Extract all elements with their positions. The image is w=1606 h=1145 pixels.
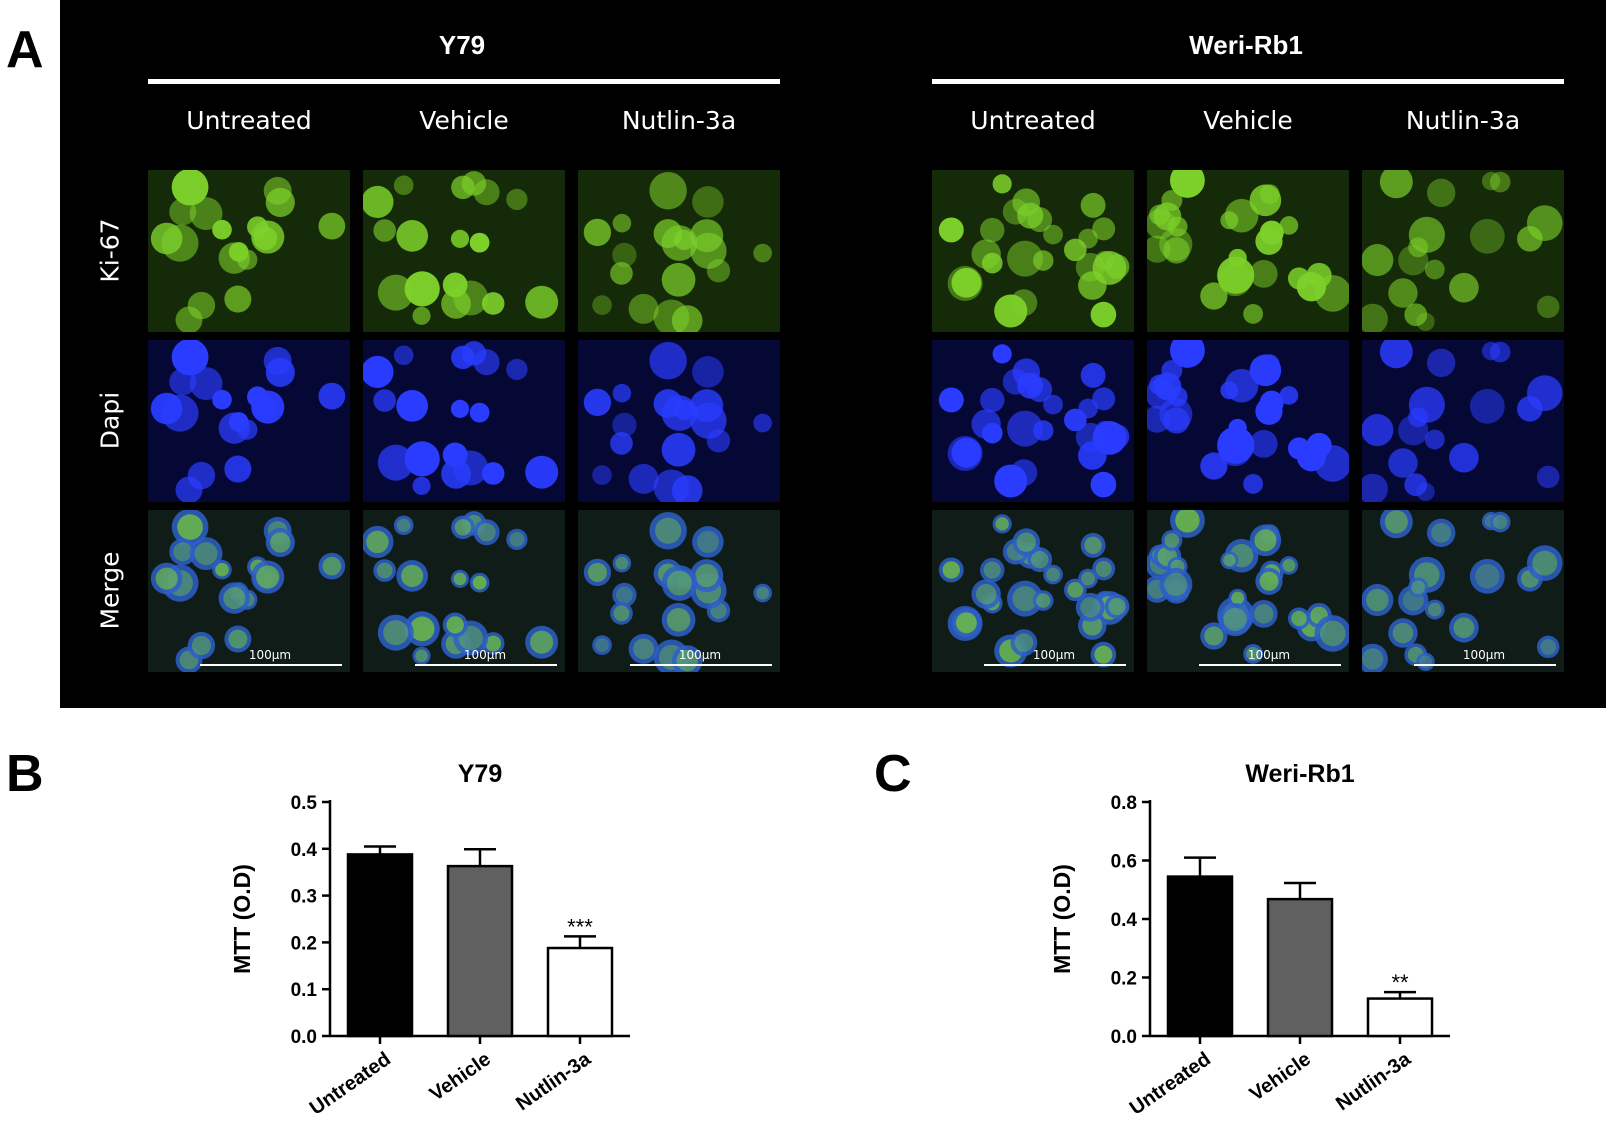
row-label-ki-67: Ki-67 <box>95 218 125 283</box>
column-header: Nutlin-3a <box>621 106 737 135</box>
panel-c-letter: C <box>874 745 912 803</box>
significance-label: ** <box>1391 970 1409 995</box>
y-tick-label: 0.8 <box>1111 793 1137 814</box>
y-axis-label: MTT (O.D) <box>1049 864 1075 974</box>
bar <box>1166 875 1234 1038</box>
y-axis-label: MTT (O.D) <box>229 864 255 974</box>
y-tick-label: 0.5 <box>291 793 318 814</box>
scale-bar-label: 100µm <box>1462 648 1506 662</box>
y-tick-label: 0.0 <box>1111 1027 1137 1048</box>
y-tick-label: 0.2 <box>1111 969 1137 990</box>
group-divider-line <box>148 79 780 84</box>
column-header: Vehicle <box>1203 106 1293 135</box>
micrograph-ki-67 <box>578 170 780 332</box>
micrograph-merge <box>148 510 350 672</box>
x-category-label: Untreated <box>1126 1048 1215 1120</box>
micrograph-ki-67 <box>1147 170 1349 332</box>
scale-bar-label: 100µm <box>678 648 722 662</box>
group-divider-line <box>932 79 1564 84</box>
scale-bar-label: 100µm <box>1247 648 1291 662</box>
chart-title: Y79 <box>458 760 502 788</box>
panel-a-letter: A <box>6 21 44 79</box>
bar <box>1266 897 1334 1038</box>
scale-bar-label: 100µm <box>1032 648 1076 662</box>
panel-b-letter: B <box>6 745 44 803</box>
bar <box>1366 997 1434 1038</box>
significance-label: *** <box>567 914 593 939</box>
scale-bar <box>415 664 557 666</box>
group-title-y79: Y79 <box>438 30 486 60</box>
micrograph-merge <box>1362 510 1564 672</box>
chart-c-weri-rb1: Weri-Rb1 MTT (O.D) 0.0 0.2 0.4 0.6 0.8 Untreate… <box>1049 760 1450 1120</box>
micrograph-dapi <box>148 340 350 502</box>
column-header: Nutlin-3a <box>1405 106 1521 135</box>
x-category-label: Vehicle <box>426 1048 495 1106</box>
bar <box>546 946 614 1038</box>
scale-bar <box>630 664 772 666</box>
scale-bar <box>1414 664 1556 666</box>
scale-bar-label: 100µm <box>248 648 292 662</box>
chart-b-y79: Y79 MTT (O.D) 0.0 0.1 0.2 0.3 0.4 0.5 Untreated V… <box>229 760 630 1120</box>
micrograph-merge <box>578 510 780 672</box>
column-header: Vehicle <box>419 106 509 135</box>
bar <box>346 853 414 1038</box>
micrograph-ki-67 <box>1362 170 1564 332</box>
micrograph-dapi <box>578 340 780 502</box>
x-category-label: Vehicle <box>1246 1048 1315 1106</box>
micrograph-merge <box>363 510 565 672</box>
y-tick-label: 0.2 <box>291 933 317 954</box>
row-label-merge: Merge <box>95 551 125 630</box>
y-tick-label: 0.3 <box>291 887 317 908</box>
micrograph-merge <box>1147 510 1349 672</box>
chart-title: Weri-Rb1 <box>1245 760 1354 788</box>
y-tick-label: 0.4 <box>1111 910 1138 931</box>
column-header: Untreated <box>970 106 1096 135</box>
y-tick-label: 0.1 <box>291 980 318 1001</box>
micrograph-ki-67 <box>148 170 350 332</box>
x-category-label: Untreated <box>306 1048 395 1120</box>
micrograph-ki-67 <box>363 170 565 332</box>
micrograph-dapi <box>1147 340 1349 502</box>
row-label-dapi: Dapi <box>95 391 125 450</box>
y-tick-label: 0.0 <box>291 1027 317 1048</box>
bar <box>446 864 514 1038</box>
scale-bar-label: 100µm <box>463 648 507 662</box>
x-category-label: Nutlin-3a <box>1332 1048 1415 1116</box>
micrograph-dapi <box>1362 340 1564 502</box>
micrograph-ki-67 <box>932 170 1134 332</box>
scale-bar <box>984 664 1126 666</box>
scale-bar <box>1199 664 1341 666</box>
scale-bar <box>200 664 342 666</box>
y-tick-label: 0.6 <box>1111 852 1137 873</box>
x-category-label: Nutlin-3a <box>512 1048 595 1116</box>
micrograph-dapi <box>932 340 1134 502</box>
group-title-weri-rb1: Weri-Rb1 <box>1189 30 1303 60</box>
column-header: Untreated <box>186 106 312 135</box>
micrograph-dapi <box>363 340 565 502</box>
micrograph-merge <box>932 510 1134 672</box>
y-tick-label: 0.4 <box>291 840 318 861</box>
